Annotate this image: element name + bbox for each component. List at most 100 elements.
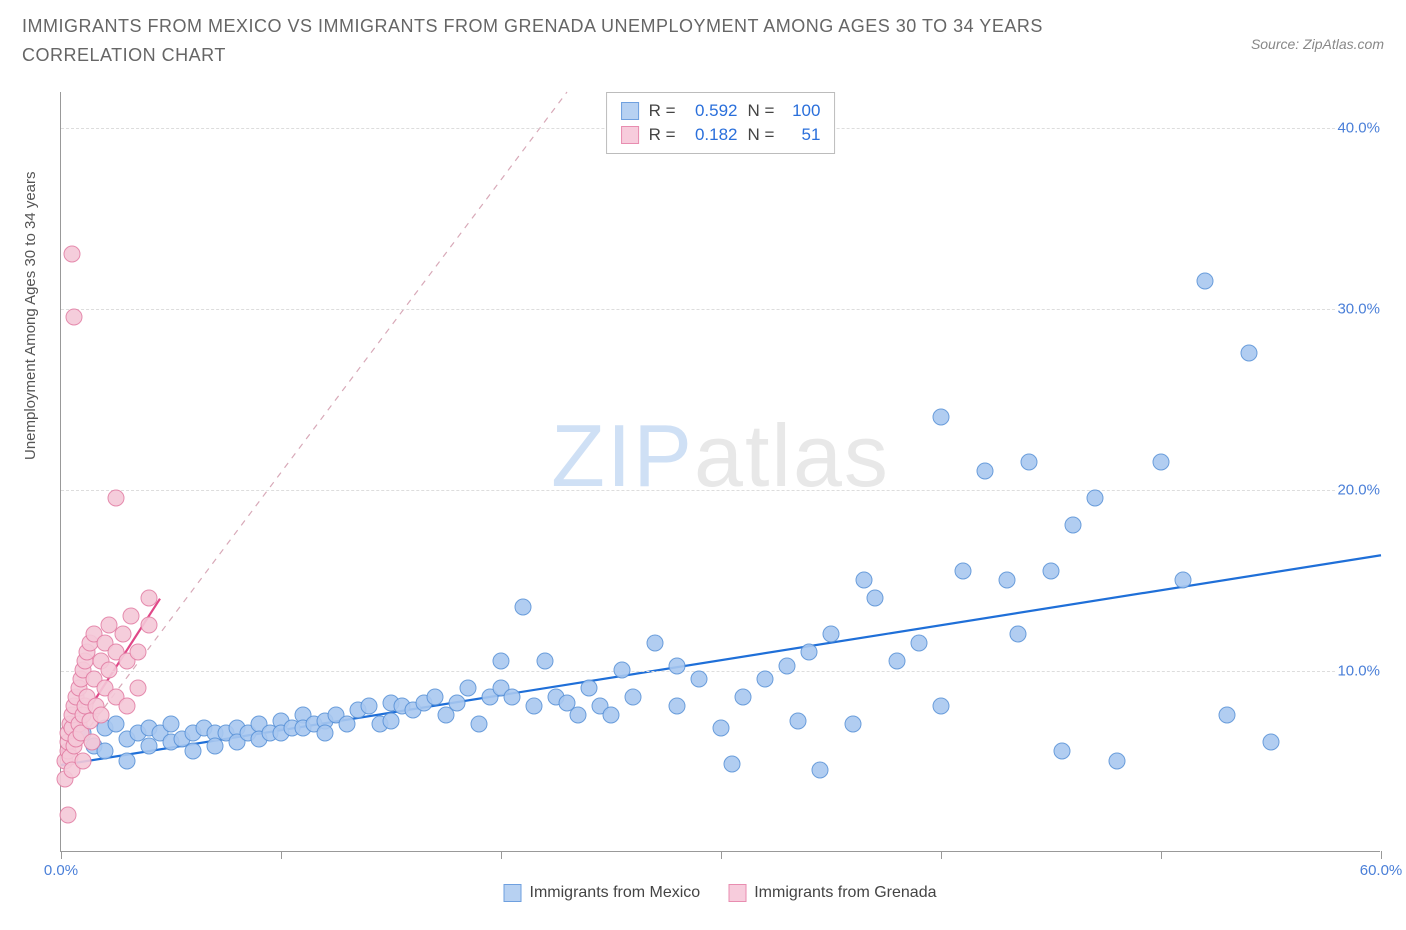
data-point	[427, 689, 444, 706]
n-value: 100	[784, 101, 820, 121]
series-legend: Immigrants from Mexico Immigrants from Gr…	[504, 884, 937, 902]
x-tick	[721, 851, 722, 859]
data-point	[1109, 752, 1126, 769]
data-point	[1087, 490, 1104, 507]
y-tick-label: 30.0%	[1335, 301, 1382, 318]
data-point	[856, 571, 873, 588]
data-point	[1010, 625, 1027, 642]
data-point	[867, 589, 884, 606]
data-point	[108, 716, 125, 733]
chart-title: IMMIGRANTS FROM MEXICO VS IMMIGRANTS FRO…	[22, 12, 1122, 70]
data-point	[92, 707, 109, 724]
stats-row: R = 0.592 N = 100	[621, 99, 821, 123]
data-point	[1043, 562, 1060, 579]
data-point	[845, 716, 862, 733]
x-tick	[281, 851, 282, 859]
data-point	[130, 643, 147, 660]
data-point	[471, 716, 488, 733]
data-point	[383, 712, 400, 729]
legend-item: Immigrants from Grenada	[728, 884, 936, 902]
legend-swatch	[728, 884, 746, 902]
source-attribution: Source: ZipAtlas.com	[1251, 36, 1384, 52]
data-point	[955, 562, 972, 579]
gridline	[61, 490, 1380, 491]
gridline	[61, 309, 1380, 310]
data-point	[59, 806, 76, 823]
data-point	[603, 707, 620, 724]
watermark: ZIPatlas	[551, 405, 890, 507]
data-point	[515, 598, 532, 615]
r-value: 0.592	[686, 101, 738, 121]
data-point	[1175, 571, 1192, 588]
data-point	[812, 761, 829, 778]
x-tick-label: 0.0%	[44, 862, 78, 879]
data-point	[1263, 734, 1280, 751]
x-tick	[1381, 851, 1382, 859]
n-value: 51	[784, 125, 820, 145]
data-point	[119, 698, 136, 715]
y-axis-label: Unemployment Among Ages 30 to 34 years	[22, 171, 39, 460]
data-point	[1065, 517, 1082, 534]
r-label: R =	[649, 125, 676, 145]
x-tick-label: 60.0%	[1360, 862, 1403, 879]
data-point	[504, 689, 521, 706]
data-point	[581, 680, 598, 697]
data-point	[64, 245, 81, 262]
data-point	[691, 671, 708, 688]
data-point	[123, 607, 140, 624]
legend-label: Immigrants from Grenada	[754, 884, 936, 902]
data-point	[1153, 453, 1170, 470]
data-point	[757, 671, 774, 688]
data-point	[1219, 707, 1236, 724]
data-point	[449, 694, 466, 711]
n-label: N =	[748, 101, 775, 121]
x-tick	[941, 851, 942, 859]
data-point	[163, 716, 180, 733]
data-point	[713, 719, 730, 736]
x-tick	[501, 851, 502, 859]
data-point	[790, 712, 807, 729]
stats-row: R =0.182N = 51	[621, 123, 821, 147]
data-point	[493, 653, 510, 670]
correlation-stats-box: R = 0.592 N = 100R = 0.182 N = 51	[606, 92, 836, 154]
data-point	[801, 643, 818, 660]
data-point	[537, 653, 554, 670]
data-point	[114, 625, 131, 642]
data-point	[119, 752, 136, 769]
r-label: R =	[649, 101, 676, 121]
legend-label: Immigrants from Mexico	[530, 884, 701, 902]
data-point	[977, 463, 994, 480]
data-point	[933, 698, 950, 715]
data-point	[317, 725, 334, 742]
legend-swatch	[621, 126, 639, 144]
r-value: 0.182	[686, 125, 738, 145]
y-tick-label: 40.0%	[1335, 120, 1382, 137]
data-point	[460, 680, 477, 697]
x-tick	[1161, 851, 1162, 859]
legend-item: Immigrants from Mexico	[504, 884, 701, 902]
legend-swatch	[504, 884, 522, 902]
data-point	[75, 752, 92, 769]
data-point	[647, 634, 664, 651]
data-point	[141, 589, 158, 606]
legend-swatch	[621, 102, 639, 120]
y-tick-label: 20.0%	[1335, 482, 1382, 499]
data-point	[141, 616, 158, 633]
data-point	[625, 689, 642, 706]
data-point	[185, 743, 202, 760]
data-point	[911, 634, 928, 651]
x-tick	[61, 851, 62, 859]
gridline	[61, 671, 1380, 672]
y-tick-label: 10.0%	[1335, 663, 1382, 680]
data-point	[361, 698, 378, 715]
data-point	[1021, 453, 1038, 470]
data-point	[130, 680, 147, 697]
data-point	[724, 756, 741, 773]
data-point	[735, 689, 752, 706]
data-point	[669, 698, 686, 715]
data-point	[999, 571, 1016, 588]
data-point	[933, 408, 950, 425]
data-point	[339, 716, 356, 733]
data-point	[614, 662, 631, 679]
data-point	[823, 625, 840, 642]
